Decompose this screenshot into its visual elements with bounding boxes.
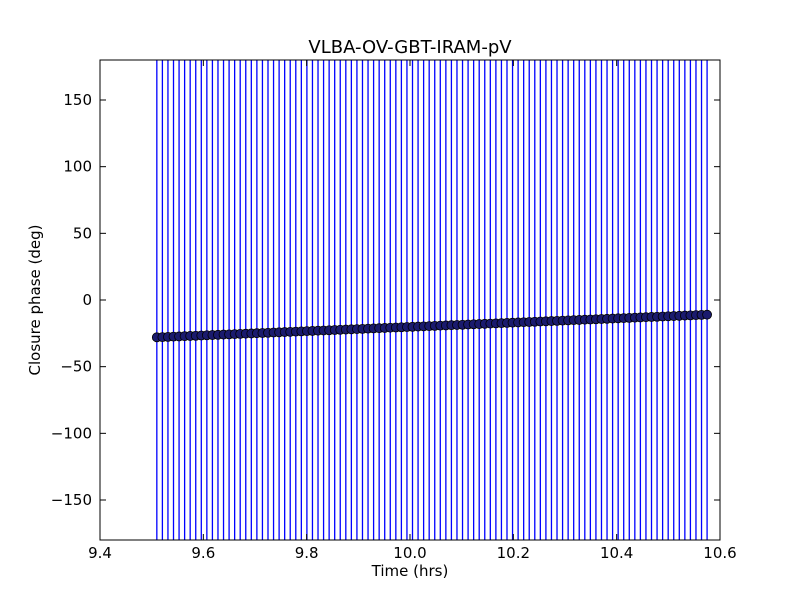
x-tick-label: 10.4 [600,544,633,562]
y-tick-label: 100 [63,158,92,176]
x-axis-label: Time (hrs) [371,562,449,580]
y-tick-label: −150 [51,491,92,509]
data-layer [151,60,712,540]
y-tick-label: 50 [73,224,92,242]
y-tick-label: 0 [82,291,92,309]
y-tick-label: −50 [60,358,92,376]
x-tick-label: 9.4 [88,544,112,562]
x-tick-label: 9.6 [191,544,215,562]
x-tick-label: 10.6 [703,544,736,562]
x-tick-label: 10.2 [497,544,530,562]
y-tick-label: 150 [63,91,92,109]
chart-title: VLBA-OV-GBT-IRAM-pV [308,37,512,58]
x-tick-label: 10.0 [393,544,426,562]
plot-background [100,60,720,540]
x-tick-label: 9.8 [295,544,319,562]
data-point [702,309,712,320]
plot-area: 9.4 9.6 9.8 10.0 10.2 10.4 10.6 −150 −100 −50 0 50 1… [51,59,737,562]
y-axis-label: Closure phase (deg) [26,225,44,376]
y-tick-label: −100 [51,424,92,442]
